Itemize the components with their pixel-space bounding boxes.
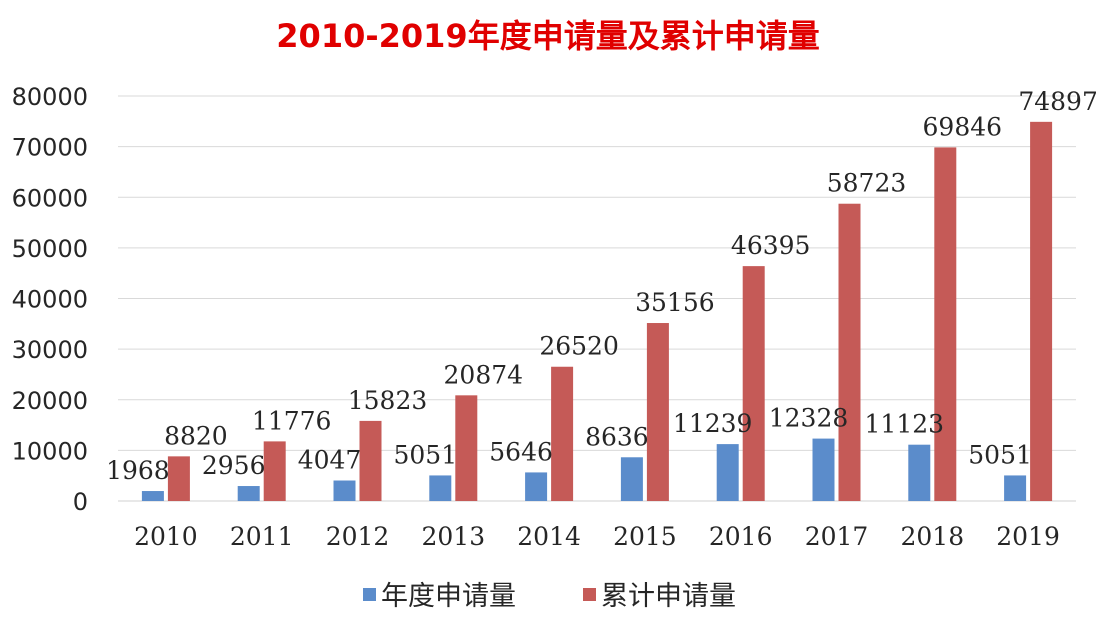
bar-annual bbox=[237, 486, 260, 501]
x-tick-label: 2012 bbox=[326, 522, 390, 551]
bar-cumulative bbox=[1030, 121, 1053, 502]
bar-annual bbox=[812, 438, 835, 501]
legend: 年度申请量 累计申请量 bbox=[363, 581, 736, 612]
y-tick-label: 80000 bbox=[12, 83, 88, 111]
data-label-annual: 5051 bbox=[968, 440, 1032, 469]
y-tick-label: 60000 bbox=[12, 184, 88, 212]
bar-cumulative bbox=[359, 420, 382, 501]
y-tick-label: 40000 bbox=[12, 286, 88, 314]
x-tick-label: 2014 bbox=[517, 522, 581, 551]
x-tick-label: 2017 bbox=[805, 522, 869, 551]
x-tick-label: 2019 bbox=[996, 522, 1060, 551]
y-axis-ticks: 0 10000 20000 30000 40000 50000 60000 70000 8000… bbox=[12, 83, 88, 516]
x-tick-label: 2016 bbox=[709, 522, 773, 551]
legend-label-annual: 年度申请量 bbox=[381, 581, 516, 612]
bar-annual bbox=[333, 480, 356, 501]
y-tick-label: 0 bbox=[73, 488, 88, 516]
bar-cumulative bbox=[263, 441, 286, 501]
data-label-cumulative: 11776 bbox=[252, 406, 332, 435]
y-tick-label: 30000 bbox=[12, 336, 88, 364]
bar-annual bbox=[1004, 475, 1027, 501]
bar-cumulative bbox=[167, 456, 190, 501]
x-tick-label: 2010 bbox=[134, 522, 198, 551]
data-label-cumulative: 69846 bbox=[923, 112, 1003, 141]
y-tick-label: 50000 bbox=[12, 235, 88, 263]
bar-cumulative bbox=[551, 366, 574, 501]
x-tick-label: 2011 bbox=[230, 522, 294, 551]
data-label-annual: 5051 bbox=[393, 440, 457, 469]
data-label-annual: 11239 bbox=[673, 409, 753, 438]
x-tick-label: 2013 bbox=[421, 522, 485, 551]
legend-swatch-cumulative bbox=[583, 588, 596, 601]
data-label-cumulative: 35156 bbox=[635, 288, 715, 317]
data-label-cumulative: 46395 bbox=[731, 231, 811, 260]
legend-swatch-annual bbox=[363, 588, 376, 601]
x-axis-ticks: 2010 2011 2012 2013 2014 2015 2016 2017 2018 2019 bbox=[134, 522, 1060, 551]
data-label-annual: 5646 bbox=[489, 437, 553, 466]
data-label-annual: 1968 bbox=[106, 456, 170, 485]
bars bbox=[141, 121, 1053, 502]
bar-cumulative bbox=[838, 203, 861, 501]
bar-annual bbox=[429, 475, 452, 501]
data-label-cumulative: 8820 bbox=[164, 421, 228, 450]
data-label-annual: 11123 bbox=[865, 410, 945, 439]
data-label-cumulative: 26520 bbox=[539, 332, 619, 361]
x-tick-label: 2015 bbox=[613, 522, 677, 551]
y-tick-label: 70000 bbox=[12, 134, 88, 162]
bar-cumulative bbox=[742, 266, 765, 501]
data-label-annual: 8636 bbox=[585, 422, 649, 451]
bar-cumulative bbox=[934, 147, 957, 501]
y-tick-label: 10000 bbox=[12, 437, 88, 465]
data-label-annual: 2956 bbox=[202, 451, 266, 480]
bar-annual bbox=[141, 491, 164, 501]
bar-cumulative bbox=[455, 395, 478, 501]
data-label-cumulative: 74897 bbox=[1018, 87, 1096, 116]
legend-label-cumulative: 累计申请量 bbox=[601, 581, 736, 612]
data-label-annual: 4047 bbox=[298, 446, 362, 475]
bar-cumulative bbox=[646, 323, 669, 501]
data-label-cumulative: 20874 bbox=[444, 360, 524, 389]
data-label-annual: 12328 bbox=[769, 404, 849, 433]
chart-title: 2010-2019年度申请量及累计申请量 bbox=[276, 17, 819, 55]
bar-annual bbox=[525, 472, 548, 501]
x-tick-label: 2018 bbox=[900, 522, 964, 551]
data-label-cumulative: 15823 bbox=[348, 386, 428, 415]
y-tick-label: 20000 bbox=[12, 387, 88, 415]
bar-annual bbox=[908, 444, 931, 501]
bar-annual bbox=[716, 444, 739, 501]
data-label-cumulative: 58723 bbox=[827, 169, 907, 198]
bar-annual bbox=[620, 457, 643, 501]
